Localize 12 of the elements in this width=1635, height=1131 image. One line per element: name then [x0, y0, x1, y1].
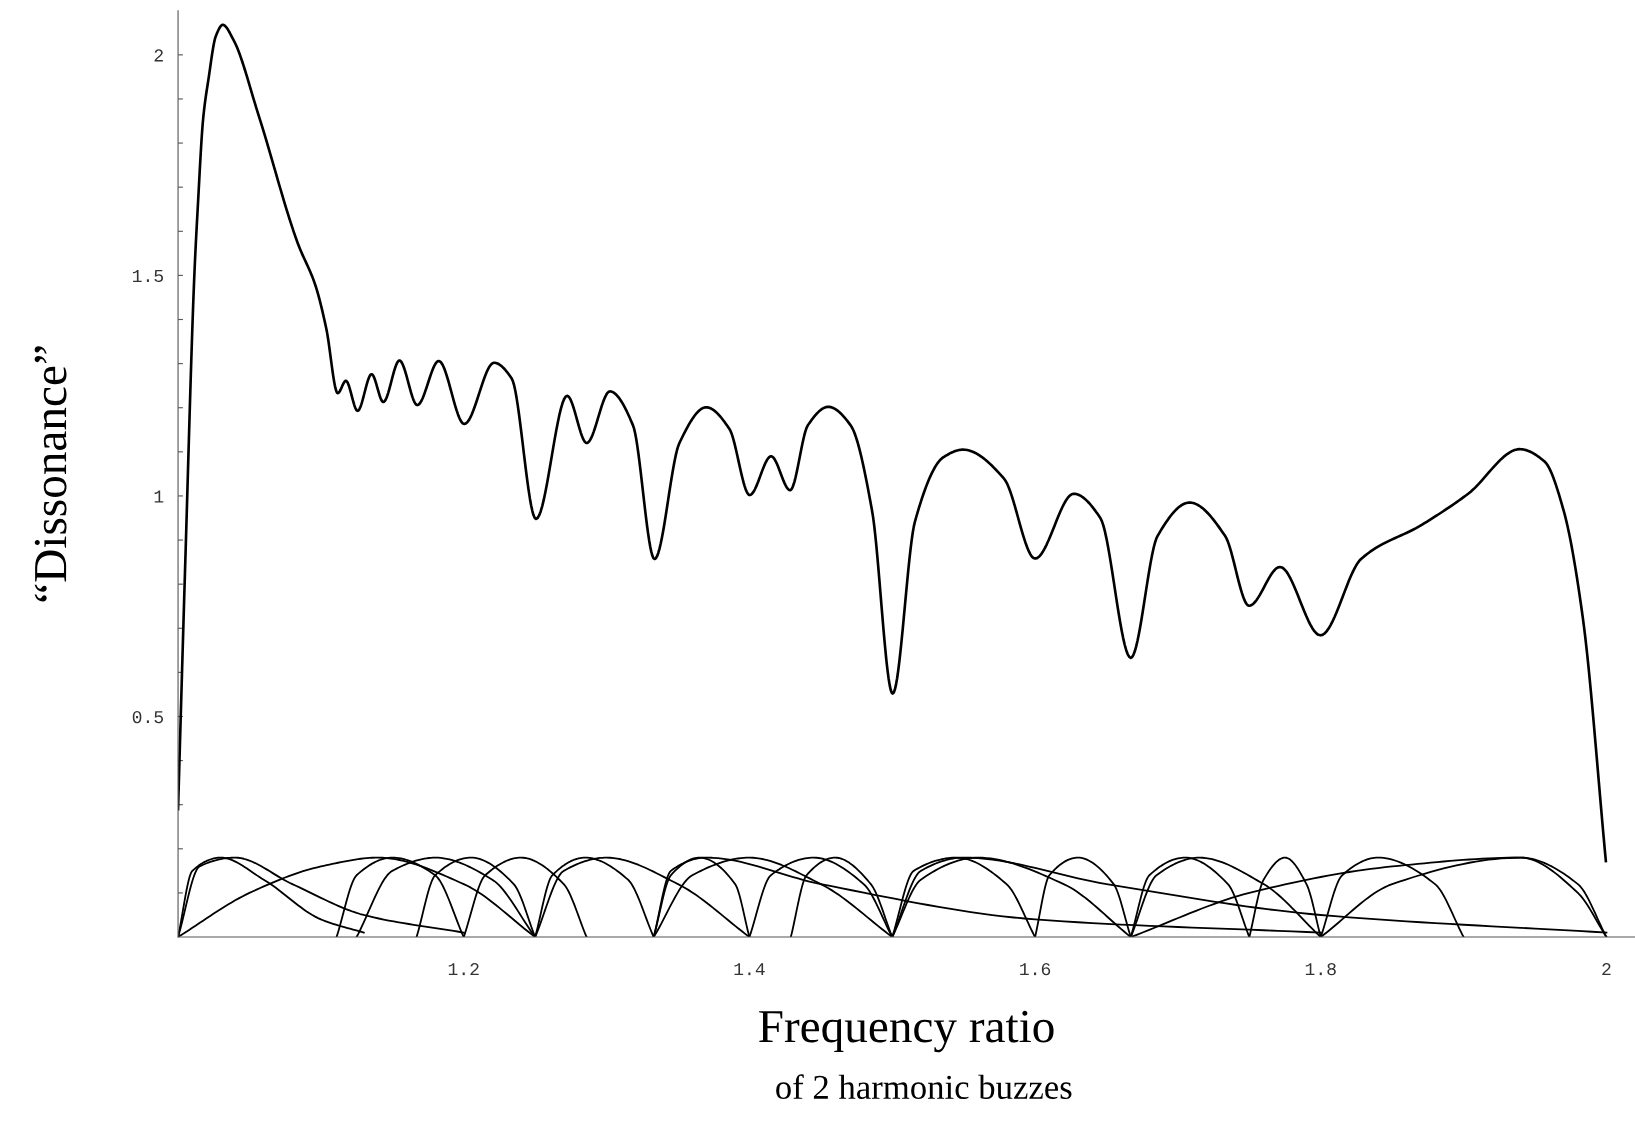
x-tick-label: 1.6 — [1020, 963, 1051, 976]
y-axis-title: “Dissonance” — [34, 346, 67, 602]
y-tick-label: 1 — [154, 490, 164, 503]
x-tick-label: 1.4 — [734, 963, 765, 976]
y-tick-label: 2 — [154, 49, 163, 62]
y-tick-label: 1.5 — [132, 270, 164, 283]
x-tick-label: 1.8 — [1305, 963, 1336, 976]
x-tick-label: 2 — [1602, 963, 1611, 976]
x-axis-title: Frequency ratio — [759, 1010, 1054, 1053]
x-tick-label: 1.2 — [448, 963, 479, 976]
y-tick-label: 0.5 — [132, 710, 164, 724]
text: of 2 harmonic buzzes — [776, 1074, 1072, 1100]
